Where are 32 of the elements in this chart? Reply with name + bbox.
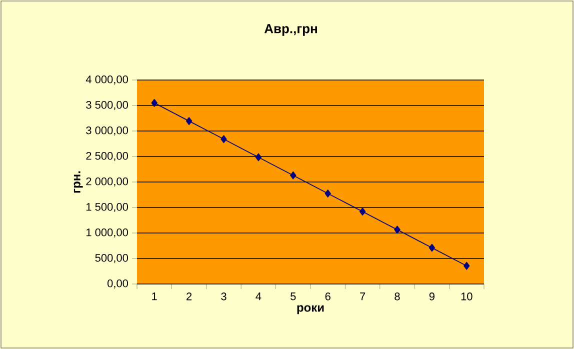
y-tick-label: 2 500,00: [86, 152, 128, 162]
x-tick-label: 8: [394, 292, 400, 300]
y-tick-label: 1 500,00: [86, 202, 128, 212]
y-axis-title: грн.: [74, 171, 83, 193]
point: [359, 208, 366, 216]
y-tick-label: 4 000,00: [86, 75, 128, 85]
x-tick-label: 2: [186, 292, 192, 300]
point: [186, 117, 192, 126]
x-tick-label: 3: [221, 292, 226, 300]
y-tick-label: 3 500,00: [86, 100, 128, 110]
x-tick-label: 10: [461, 292, 472, 300]
x-tick-label: 9: [429, 292, 434, 300]
y-tick-label: 500,00: [95, 254, 128, 264]
x-tick-label: 5: [290, 292, 296, 300]
x-axis-title: роки: [297, 305, 324, 314]
chart-title: Авр.,грн: [264, 24, 317, 36]
y-tick-label: 2 000,00: [86, 177, 128, 187]
point: [151, 99, 158, 107]
x-tick-label: 7: [360, 292, 366, 300]
y-tick-label: 0,00: [107, 279, 128, 289]
x-tick-label: 6: [325, 292, 330, 300]
point: [464, 262, 470, 270]
y-tick-label: 1 000,00: [86, 228, 128, 238]
x-tick-label: 4: [256, 292, 262, 300]
x-tick-label: 1: [152, 292, 157, 300]
point: [255, 153, 262, 162]
y-tick-label: 3 000,00: [86, 126, 128, 136]
point: [394, 226, 400, 234]
point: [324, 190, 331, 198]
point: [428, 244, 436, 252]
point: [220, 135, 227, 144]
point: [290, 171, 296, 180]
